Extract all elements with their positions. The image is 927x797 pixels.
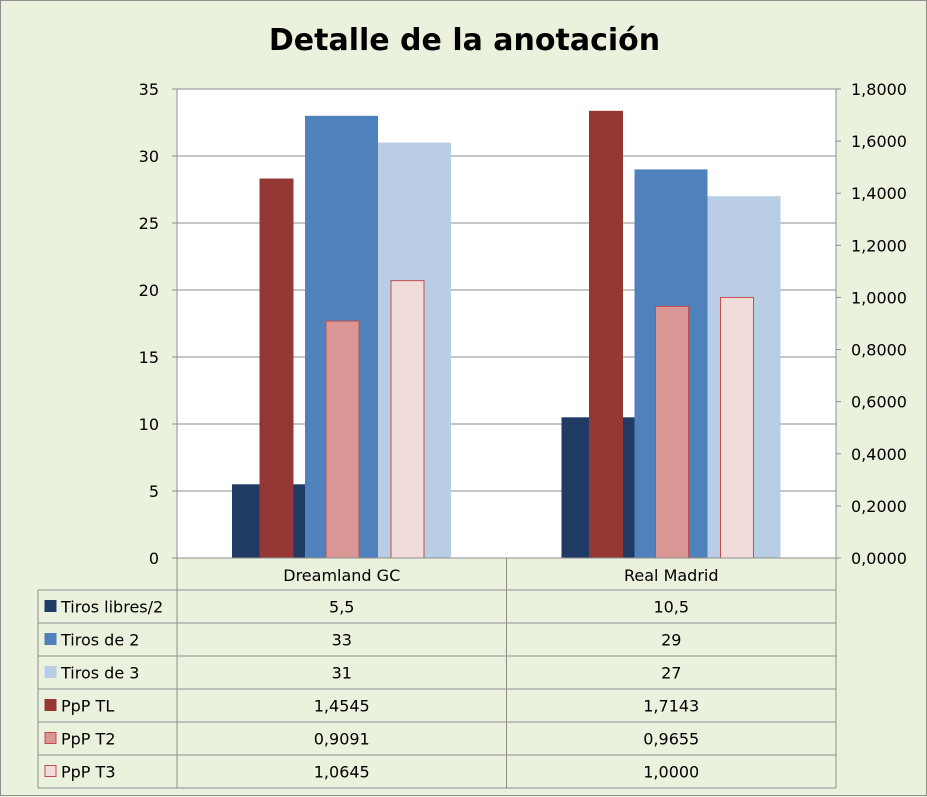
legend-key — [44, 633, 57, 645]
y-left-tick-label: 10 — [139, 415, 159, 434]
legend-key — [44, 732, 57, 744]
category-label: Real Madrid — [624, 566, 719, 585]
y-right-tick-label: 0,2000 — [851, 497, 907, 516]
legend-entry: Tiros de 3 — [60, 664, 139, 683]
y-right-tick-label: 1,4000 — [851, 184, 907, 203]
table-value: 1,4545 — [314, 697, 370, 716]
table-value: 10,5 — [653, 598, 689, 617]
bar-ppp-t3 — [720, 296, 754, 559]
legend-key — [44, 699, 57, 711]
table-value: 1,7143 — [643, 697, 699, 716]
table-value: 0,9655 — [643, 730, 699, 749]
legend-key — [44, 600, 57, 612]
bar-ppp-t2 — [655, 305, 689, 559]
legend-entry: Tiros libres/2 — [60, 598, 163, 617]
bar-ppp-t2 — [325, 320, 360, 559]
legend-entry: Tiros de 2 — [60, 631, 139, 650]
y-right-tick-label: 1,0000 — [851, 288, 907, 307]
table-value: 33 — [332, 631, 352, 650]
legend-entry: PpP TL — [61, 697, 114, 716]
table-value: 1,0645 — [314, 763, 370, 782]
bar-ppp-t3 — [390, 280, 425, 559]
y-right-tick-label: 0,8000 — [851, 341, 907, 360]
category-label: Dreamland GC — [283, 566, 400, 585]
y-left-tick-label: 5 — [149, 482, 159, 501]
y-left-tick-label: 20 — [139, 281, 159, 300]
legend-key — [44, 765, 57, 777]
chart-title: Detalle de la anotación — [268, 23, 661, 58]
y-right-tick-label: 1,8000 — [851, 80, 907, 99]
y-right-tick-label: 0,0000 — [851, 549, 907, 568]
bar-ppp-tl — [259, 178, 294, 559]
table-value: 29 — [661, 631, 681, 650]
y-left-tick-label: 30 — [139, 147, 159, 166]
y-left-tick-label: 0 — [149, 549, 159, 568]
table-value: 0,9091 — [314, 730, 370, 749]
legend-key — [44, 666, 57, 678]
legend-entry: PpP T2 — [61, 730, 116, 749]
y-right-tick-label: 1,6000 — [851, 132, 907, 151]
legend-entry: PpP T3 — [61, 763, 116, 782]
table-value: 31 — [332, 664, 352, 683]
y-right-tick-label: 1,2000 — [851, 236, 907, 255]
table-value: 1,0000 — [643, 763, 699, 782]
y-right-tick-label: 0,4000 — [851, 445, 907, 464]
y-right-tick-label: 0,6000 — [851, 393, 907, 412]
y-left-tick-label: 35 — [139, 80, 159, 99]
y-left-tick-label: 25 — [139, 214, 159, 233]
table-value: 27 — [661, 664, 681, 683]
bar-ppp-tl — [589, 110, 623, 559]
table-value: 5,5 — [329, 598, 354, 617]
y-left-tick-label: 15 — [139, 348, 159, 367]
